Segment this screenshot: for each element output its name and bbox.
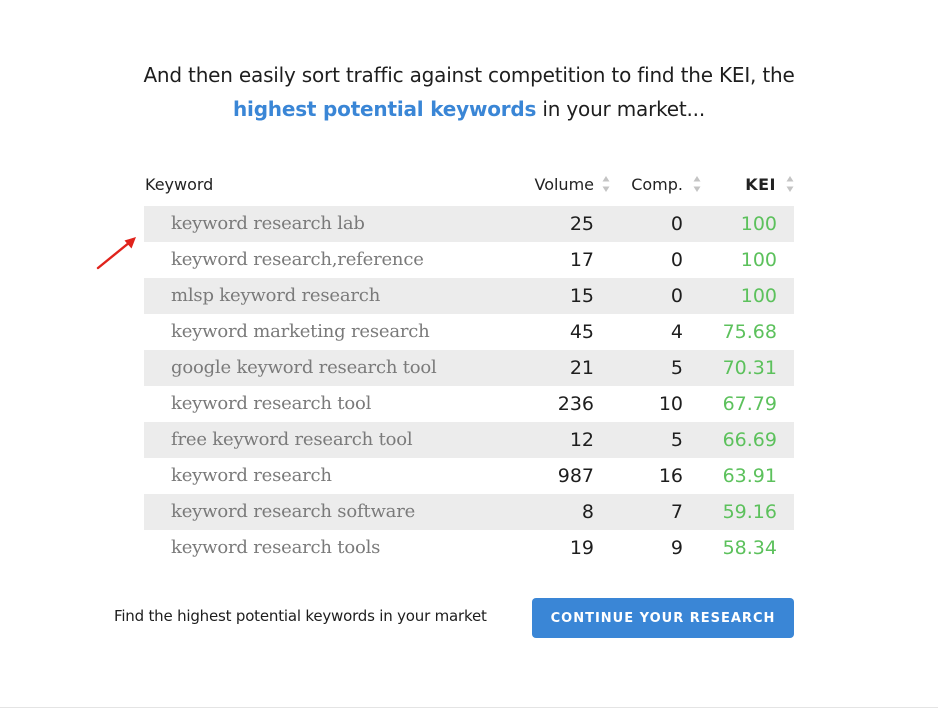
divider	[0, 707, 938, 708]
keyword-table: Keyword Volume Comp. KEI keyword researc…	[144, 170, 794, 566]
kei-cell: 100	[740, 285, 777, 307]
sort-arrows-icon[interactable]	[786, 174, 794, 194]
volume-cell: 25	[569, 213, 594, 235]
volume-cell: 12	[569, 429, 594, 451]
volume-cell: 19	[569, 537, 594, 559]
continue-research-button[interactable]: CONTINUE YOUR RESEARCH	[532, 598, 794, 638]
column-header-kei[interactable]: KEI	[745, 175, 776, 194]
column-header-comp[interactable]: Comp.	[631, 175, 683, 194]
keyword-cell: mlsp keyword research	[171, 285, 381, 306]
keyword-cell: keyword research tools	[171, 537, 381, 558]
sort-arrows-icon[interactable]	[602, 174, 610, 194]
comp-cell: 5	[670, 357, 683, 379]
volume-cell: 236	[557, 393, 594, 415]
table-row: keyword research tool 236 10 67.79	[144, 386, 794, 422]
headline-line-2: highest potential keywords in your marke…	[0, 92, 938, 126]
comp-cell: 10	[658, 393, 683, 415]
kei-cell: 58.34	[722, 537, 777, 559]
kei-cell: 66.69	[722, 429, 777, 451]
table-row: free keyword research tool 12 5 66.69	[144, 422, 794, 458]
sort-arrows-icon[interactable]	[693, 174, 701, 194]
table-row: keyword research software 8 7 59.16	[144, 494, 794, 530]
keyword-cell: free keyword research tool	[171, 429, 413, 450]
keyword-cell: keyword research,reference	[171, 249, 424, 270]
volume-cell: 15	[569, 285, 594, 307]
kei-cell: 63.91	[722, 465, 777, 487]
kei-cell: 59.16	[722, 501, 777, 523]
keyword-cell: keyword marketing research	[171, 321, 430, 342]
volume-cell: 21	[569, 357, 594, 379]
keyword-cell: keyword research lab	[171, 213, 365, 234]
keyword-cell: keyword research tool	[171, 393, 372, 414]
table-row: keyword marketing research 45 4 75.68	[144, 314, 794, 350]
kei-cell: 67.79	[722, 393, 777, 415]
kei-cell: 100	[740, 213, 777, 235]
comp-cell: 7	[670, 501, 683, 523]
table-row: keyword research lab 25 0 100	[144, 206, 794, 242]
keyword-cell: keyword research	[171, 465, 332, 486]
table-row: keyword research 987 16 63.91	[144, 458, 794, 494]
volume-cell: 8	[581, 501, 594, 523]
keyword-cell: google keyword research tool	[171, 357, 437, 378]
headline-line-1: And then easily sort traffic against com…	[143, 63, 795, 87]
table-row: keyword research,reference 17 0 100	[144, 242, 794, 278]
headline-line-2-rest: in your market...	[536, 97, 705, 121]
volume-cell: 45	[569, 321, 594, 343]
headline: And then easily sort traffic against com…	[0, 58, 938, 126]
keyword-cell: keyword research software	[171, 501, 416, 522]
comp-cell: 16	[658, 465, 683, 487]
table-row: keyword research tools 19 9 58.34	[144, 530, 794, 566]
table-row: mlsp keyword research 15 0 100	[144, 278, 794, 314]
volume-cell: 987	[557, 465, 594, 487]
headline-highlight: highest potential keywords	[233, 97, 537, 121]
comp-cell: 9	[670, 537, 683, 559]
table-body: keyword research lab 25 0 100 keyword re…	[144, 206, 794, 566]
kei-cell: 75.68	[722, 321, 777, 343]
comp-cell: 4	[670, 321, 683, 343]
table-header: Keyword Volume Comp. KEI	[144, 170, 794, 202]
comp-cell: 0	[670, 285, 683, 307]
comp-cell: 0	[670, 213, 683, 235]
column-header-keyword: Keyword	[145, 175, 214, 194]
kei-cell: 70.31	[722, 357, 777, 379]
table-row: google keyword research tool 21 5 70.31	[144, 350, 794, 386]
comp-cell: 0	[670, 249, 683, 271]
volume-cell: 17	[569, 249, 594, 271]
comp-cell: 5	[670, 429, 683, 451]
kei-cell: 100	[740, 249, 777, 271]
red-arrow-icon	[94, 232, 140, 272]
column-header-volume[interactable]: Volume	[534, 175, 594, 194]
footer-text: Find the highest potential keywords in y…	[114, 607, 487, 625]
